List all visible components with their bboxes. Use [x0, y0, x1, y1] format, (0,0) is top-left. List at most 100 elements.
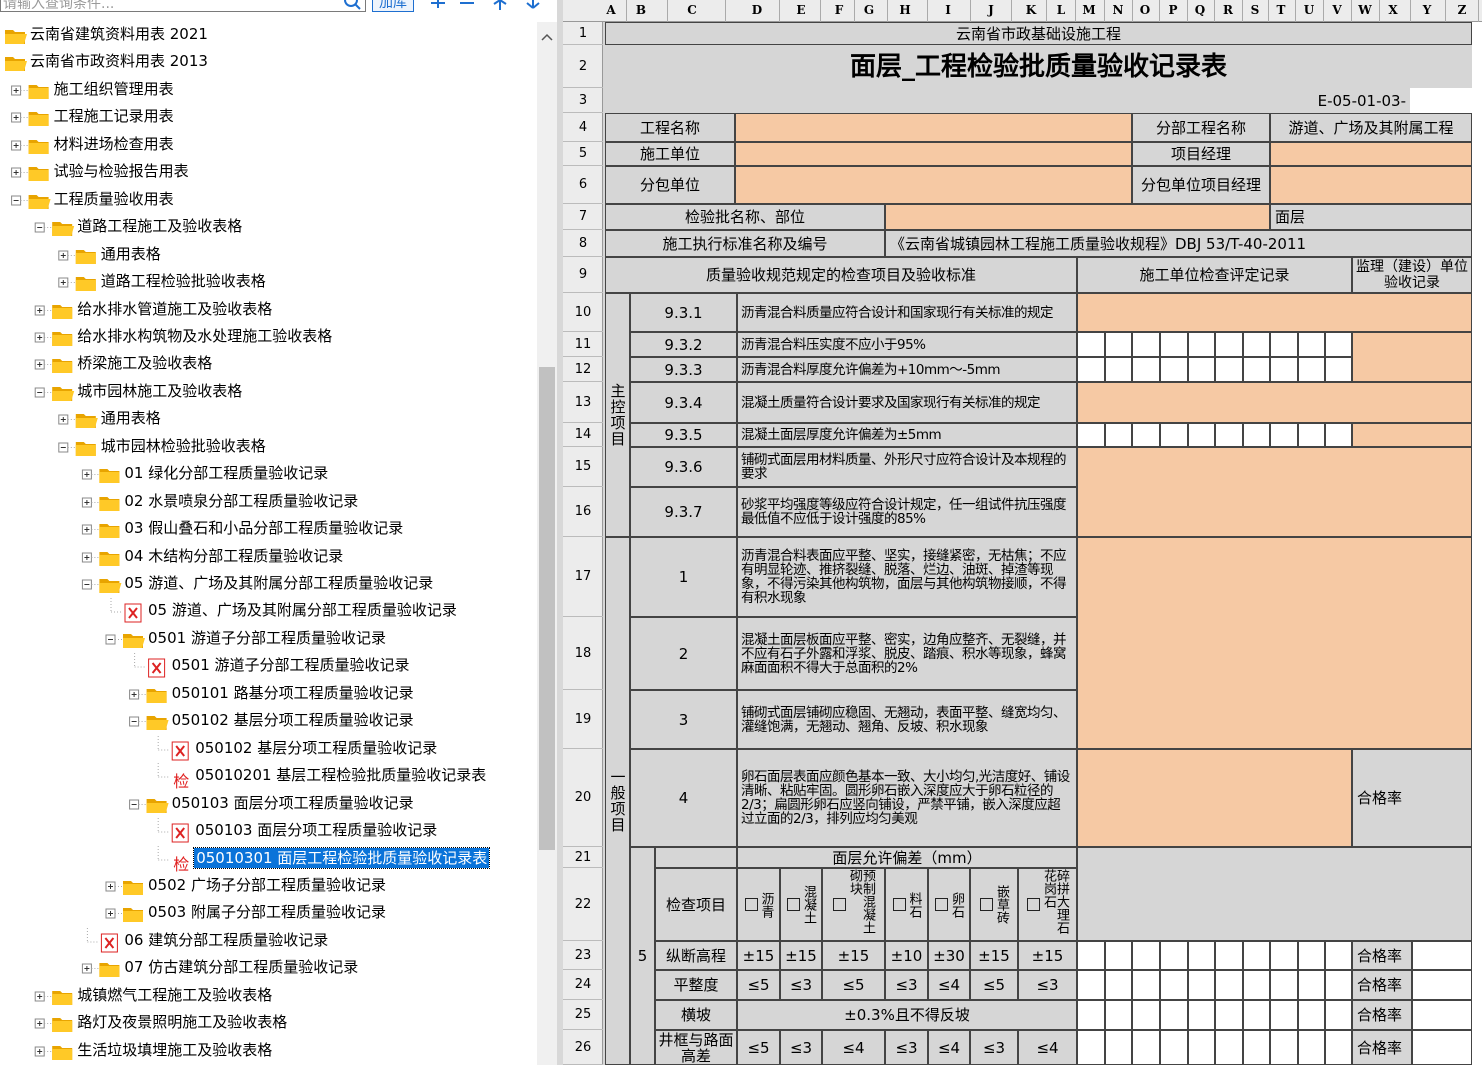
tree-item[interactable]: 云南省市政资料用表 2013 — [0, 49, 530, 75]
tree-label[interactable]: 材料进场检查用表 — [53, 134, 174, 153]
tree-item[interactable]: 通用表格 — [0, 406, 530, 432]
tree-item[interactable]: 05 游道、广场及其附属分部工程质量验收记录 — [0, 598, 530, 624]
tree-item[interactable]: 试验与检验报告用表 — [0, 159, 530, 185]
record-cell — [1215, 941, 1243, 970]
tree-label[interactable]: 给水排水管道施工及验收表格 — [77, 299, 273, 318]
tree-label[interactable]: 城市园林施工及验收表格 — [77, 381, 243, 400]
tree-label[interactable]: 通用表格 — [100, 244, 161, 263]
tree-item[interactable]: 城市园林检验批验收表格 — [0, 434, 530, 460]
tree-label[interactable]: 07 仿古建筑分部工程质量验收记录 — [124, 958, 359, 977]
tree-label[interactable]: 050102 基层分项工程质量验收记录 — [195, 738, 438, 757]
checkbox[interactable] — [1027, 898, 1040, 911]
scroll-up[interactable] — [541, 32, 553, 42]
tree-label[interactable]: 06 建筑分部工程质量验收记录 — [124, 930, 329, 949]
tree-label[interactable]: 02 水景喷泉分部工程质量验收记录 — [124, 491, 359, 510]
tree-label[interactable]: 05010201 基层工程检验批质量验收记录表 — [195, 766, 487, 785]
tree-label[interactable]: 0501 游道子分部工程质量验收记录 — [148, 628, 386, 647]
record-cell — [1298, 1030, 1325, 1065]
tree-item[interactable]: 道路工程检验批验收表格 — [0, 269, 530, 295]
tree-label[interactable]: 0501 游道子分部工程质量验收记录 — [171, 656, 410, 675]
checkbox[interactable] — [892, 898, 906, 911]
tree-label[interactable]: 城镇燃气工程施工及验收表格 — [77, 985, 273, 1004]
checkbox[interactable] — [744, 898, 758, 911]
tree-item[interactable]: 03 假山叠石和小品分部工程质量验收记录 — [0, 516, 530, 542]
tree-item[interactable]: 01 绿化分部工程质量验收记录 — [0, 461, 530, 487]
column-divider — [1103, 0, 1105, 22]
tree-label[interactable]: 道路工程检验批验收表格 — [100, 272, 266, 291]
tree-item[interactable]: 检 05010301 面层工程检验批质量验收记录表 — [0, 845, 530, 874]
tree-label[interactable]: 试验与检验报告用表 — [53, 162, 189, 181]
tree-item[interactable]: 材料进场检查用表 — [0, 132, 530, 158]
tree-label[interactable]: 生活垃圾填埋施工及验收表格 — [77, 1040, 273, 1059]
checkbox[interactable] — [833, 898, 846, 911]
tree-item[interactable]: 桥梁施工及验收表格 — [0, 351, 530, 377]
tree-item[interactable]: 050103 面层分项工程质量验收记录 — [0, 818, 530, 844]
material-label: 沥青 — [758, 891, 774, 918]
tree-item[interactable]: 0502 广场子分部工程质量验收记录 — [0, 873, 530, 899]
tree-label[interactable]: 桥梁施工及验收表格 — [77, 354, 213, 373]
checkbox[interactable] — [980, 898, 993, 911]
tree-item[interactable]: 0501 游道子分部工程质量验收记录 — [0, 653, 530, 679]
tree-label[interactable]: 云南省市政资料用表 2013 — [30, 52, 208, 71]
tree-item[interactable]: 检 05010201 基层工程检验批质量验收记录表 — [0, 763, 530, 791]
tree-label[interactable]: 01 绿化分部工程质量验收记录 — [124, 464, 329, 483]
tree-item[interactable]: 02 水景喷泉分部工程质量验收记录 — [0, 489, 530, 515]
material-cell: 卵石 — [928, 868, 970, 941]
tree-item[interactable]: 04 木结构分部工程质量验收记录 — [0, 544, 530, 570]
tree-label[interactable]: 04 木结构分部工程质量验收记录 — [124, 546, 344, 565]
tree-item[interactable]: 城市园林施工及验收表格 — [0, 379, 530, 405]
tree-label[interactable]: 05010301 面层工程检验批质量验收记录表 — [193, 846, 491, 869]
tree-item[interactable]: 给水排水管道施工及验收表格 — [0, 297, 530, 323]
search-input[interactable]: 请输入查询条件... — [0, 0, 366, 12]
tree-item[interactable]: 050102 基层分项工程质量验收记录 — [0, 735, 530, 762]
tree-label[interactable]: 05 游道、广场及其附属分部工程质量验收记录 — [148, 601, 457, 620]
tree-item[interactable]: 05 游道、广场及其附属分部工程质量验收记录 — [0, 571, 530, 597]
tree-label[interactable]: 施工组织管理用表 — [53, 79, 174, 98]
blank-cell — [655, 847, 737, 868]
tree-item[interactable]: 通用表格 — [0, 242, 530, 268]
search-button[interactable]: 加库 — [372, 0, 414, 12]
tree-label[interactable]: 云南省建筑资料用表 2021 — [30, 25, 208, 43]
scroll-thumb[interactable] — [539, 367, 555, 850]
tree-item[interactable]: 050101 路基分项工程质量验收记录 — [0, 681, 530, 707]
record-cell — [1160, 941, 1188, 970]
tree-label[interactable]: 工程施工记录用表 — [53, 107, 174, 126]
tree-icon — [105, 633, 145, 648]
tree-item[interactable]: 0503 附属子分部工程质量验收记录 — [0, 900, 530, 926]
tree-item[interactable]: 路灯及夜景照明施工及验收表格 — [0, 1010, 530, 1036]
tree-label[interactable]: 05 游道、广场及其附属分部工程质量验收记录 — [124, 574, 434, 592]
scrollbar[interactable] — [537, 22, 557, 1065]
tree-label[interactable]: 通用表格 — [100, 409, 161, 428]
tree-label[interactable]: 050103 面层分项工程质量验收记录 — [171, 793, 414, 812]
search-icon[interactable] — [341, 0, 363, 11]
tree-label[interactable]: 050102 基层分项工程质量验收记录 — [171, 711, 414, 730]
record-cell — [1077, 970, 1105, 1000]
row-header: 21 — [563, 847, 603, 868]
tree-item[interactable]: 云南省建筑资料用表 2021 — [0, 22, 530, 48]
tree-label[interactable]: 0502 广场子分部工程质量验收记录 — [148, 875, 386, 894]
tree-label[interactable]: 03 假山叠石和小品分部工程质量验收记录 — [124, 519, 404, 538]
row-header: 16 — [563, 487, 603, 537]
checkbox[interactable] — [935, 898, 948, 911]
checkbox[interactable] — [787, 898, 800, 911]
tree-label[interactable]: 050103 面层分项工程质量验收记录 — [195, 821, 438, 840]
tree-label[interactable]: 给水排水构筑物及水处理施工验收表格 — [77, 326, 333, 345]
tree-item[interactable]: 0501 游道子分部工程质量验收记录 — [0, 626, 530, 652]
tree-label[interactable]: 0503 附属子分部工程质量验收记录 — [148, 903, 386, 922]
tree-item[interactable]: 工程施工记录用表 — [0, 104, 530, 130]
tree-item[interactable]: 城镇燃气工程施工及验收表格 — [0, 983, 530, 1009]
tree-item[interactable]: 道路工程施工及验收表格 — [0, 214, 530, 240]
tree-label[interactable]: 城市园林检验批验收表格 — [100, 436, 266, 455]
tree-item[interactable]: 06 建筑分部工程质量验收记录 — [0, 927, 530, 954]
tree-item[interactable]: 生活垃圾填埋施工及验收表格 — [0, 1038, 530, 1064]
tree-item[interactable]: 施工组织管理用表 — [0, 77, 530, 103]
tree-item[interactable]: 给水排水构筑物及水处理施工验收表格 — [0, 324, 530, 350]
tree-item[interactable]: 050102 基层分项工程质量验收记录 — [0, 708, 530, 734]
tree-item[interactable]: 07 仿古建筑分部工程质量验收记录 — [0, 955, 530, 981]
tree-label[interactable]: 工程质量验收用表 — [53, 189, 174, 208]
tree-item[interactable]: 050103 面层分项工程质量验收记录 — [0, 791, 530, 817]
tree-label[interactable]: 路灯及夜景照明施工及验收表格 — [77, 1013, 288, 1032]
tree-label[interactable]: 050101 路基分项工程质量验收记录 — [171, 683, 414, 702]
tree-label[interactable]: 道路工程施工及验收表格 — [77, 217, 243, 236]
tree-item[interactable]: 工程质量验收用表 — [0, 187, 530, 213]
